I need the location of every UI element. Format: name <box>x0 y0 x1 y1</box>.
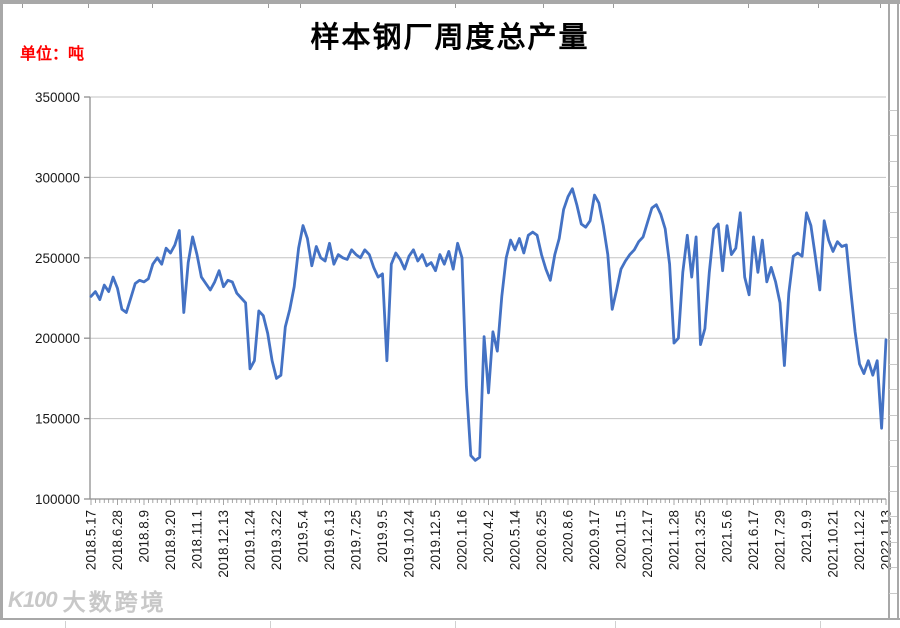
svg-text:2018.5.17: 2018.5.17 <box>84 510 99 570</box>
cell-gridline-mark <box>615 621 616 628</box>
cell-gridline-mark <box>270 621 271 628</box>
svg-text:150000: 150000 <box>35 412 80 427</box>
svg-text:200000: 200000 <box>35 331 80 346</box>
svg-text:100000: 100000 <box>35 492 80 507</box>
svg-text:2019.3.22: 2019.3.22 <box>269 510 284 570</box>
svg-text:2019.5.4: 2019.5.4 <box>296 510 311 563</box>
svg-text:250000: 250000 <box>35 251 80 266</box>
cell-gridline-mark <box>748 4 749 8</box>
svg-text:2021.1.28: 2021.1.28 <box>667 510 682 570</box>
spreadsheet-top-edge <box>0 0 900 4</box>
svg-text:2020.1.16: 2020.1.16 <box>455 510 470 570</box>
cell-gridline-mark <box>889 237 897 238</box>
cell-gridline-mark <box>889 262 897 264</box>
svg-text:2018.6.28: 2018.6.28 <box>110 510 125 570</box>
cell-gridline-mark <box>889 541 897 543</box>
cell-gridline-mark <box>543 4 544 8</box>
cell-gridline-mark <box>889 516 897 518</box>
cell-gridline-mark <box>88 4 89 8</box>
watermark: K100 大数跨境 <box>8 583 167 617</box>
svg-text:2020.8.6: 2020.8.6 <box>561 510 576 563</box>
cell-gridline-mark <box>889 186 897 188</box>
cell-gridline-mark <box>889 338 897 340</box>
watermark-text: 大数跨境 <box>62 589 167 615</box>
cell-gridline-mark <box>22 4 23 8</box>
unit-label: 单位：吨 <box>20 46 85 63</box>
svg-text:2021.10.21: 2021.10.21 <box>826 510 841 578</box>
svg-text:2019.1.24: 2019.1.24 <box>243 510 258 571</box>
cell-gridline-mark <box>818 4 819 8</box>
svg-text:2018.9.20: 2018.9.20 <box>163 510 178 570</box>
cell-gridline-mark <box>889 465 897 467</box>
cell-gridline-mark <box>889 414 897 416</box>
svg-text:2019.7.25: 2019.7.25 <box>349 510 364 570</box>
spreadsheet-right-edge <box>897 0 899 620</box>
svg-text:2018.11.1: 2018.11.1 <box>190 510 205 569</box>
svg-text:2019.9.5: 2019.9.5 <box>375 510 390 563</box>
cell-gridline-mark <box>889 389 897 391</box>
svg-text:2021.9.9: 2021.9.9 <box>799 510 814 563</box>
cell-gridline-mark <box>889 287 897 289</box>
svg-text:2021.12.2: 2021.12.2 <box>852 510 867 570</box>
svg-text:2020.9.17: 2020.9.17 <box>587 510 602 570</box>
page-title: 样本钢厂周度总产量 <box>310 22 590 54</box>
cell-gridline-mark <box>268 4 269 8</box>
cell-gridline-mark <box>613 4 614 8</box>
cell-gridline-mark <box>300 4 301 8</box>
svg-text:2019.6.13: 2019.6.13 <box>322 510 337 570</box>
svg-text:2020.11.5: 2020.11.5 <box>614 510 629 569</box>
cell-gridline-mark <box>889 592 897 594</box>
cell-gridline-mark <box>889 211 897 213</box>
cell-gridline-mark <box>889 491 897 492</box>
cell-gridline-mark <box>889 364 897 365</box>
svg-text:2020.4.2: 2020.4.2 <box>481 510 496 563</box>
svg-text:2018.12.13: 2018.12.13 <box>216 510 231 578</box>
cell-gridline-mark <box>152 4 153 8</box>
cell-gridline-mark <box>889 440 897 442</box>
svg-text:2018.8.9: 2018.8.9 <box>137 510 152 563</box>
svg-text:2019.12.5: 2019.12.5 <box>428 510 443 570</box>
cell-gridline-mark <box>65 621 66 628</box>
chart-right-border <box>888 3 890 619</box>
cell-gridline-mark <box>889 567 897 569</box>
svg-text:2021.7.29: 2021.7.29 <box>773 510 788 570</box>
spreadsheet-left-edge <box>0 0 3 620</box>
watermark-logo-icon: K100 <box>8 587 58 612</box>
chart-bottom-border <box>0 618 900 620</box>
cell-gridline-mark <box>889 135 897 137</box>
cell-gridline-mark <box>820 621 821 628</box>
svg-text:2020.6.25: 2020.6.25 <box>534 510 549 570</box>
svg-text:350000: 350000 <box>35 90 80 105</box>
svg-text:2021.5.6: 2021.5.6 <box>720 510 735 563</box>
svg-text:2020.12.17: 2020.12.17 <box>640 510 655 578</box>
cell-gridline-mark <box>889 110 897 111</box>
svg-text:2019.10.24: 2019.10.24 <box>402 510 417 578</box>
svg-text:2022.1.13: 2022.1.13 <box>879 510 894 570</box>
svg-text:300000: 300000 <box>35 170 80 185</box>
cell-gridline-mark <box>880 4 881 8</box>
svg-text:2021.6.17: 2021.6.17 <box>746 510 761 570</box>
cell-gridline-mark <box>455 621 456 628</box>
cell-gridline-mark <box>455 4 456 8</box>
cell-gridline-mark <box>889 160 897 162</box>
svg-text:2021.3.25: 2021.3.25 <box>693 510 708 570</box>
svg-text:2020.5.14: 2020.5.14 <box>508 510 523 571</box>
cell-gridline-mark <box>889 313 897 315</box>
